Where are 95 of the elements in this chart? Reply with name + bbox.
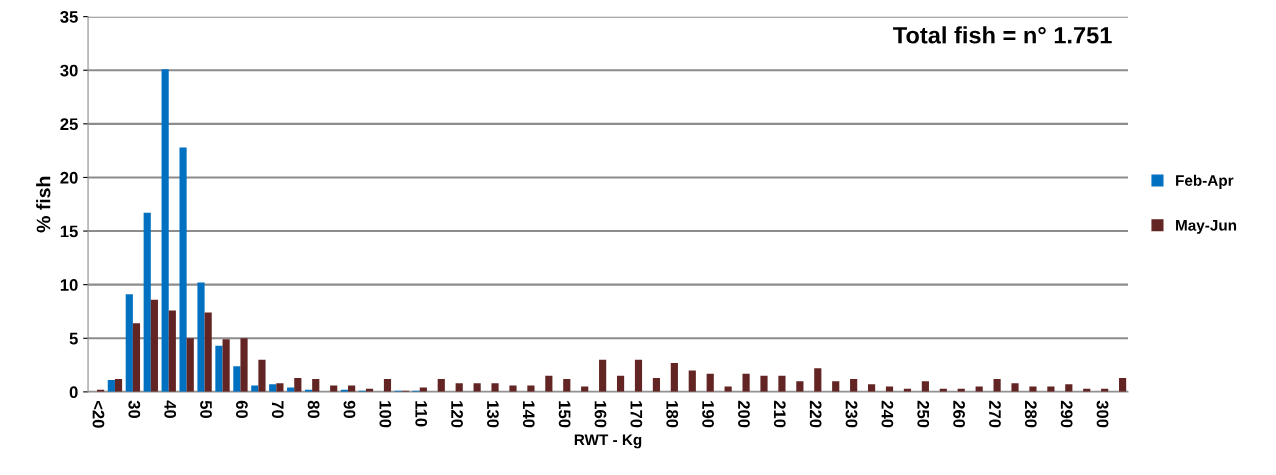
x-tick-label: 280	[1024, 400, 1037, 428]
bar	[545, 375, 553, 392]
x-tick-label: 70	[271, 400, 284, 419]
bar	[107, 380, 115, 392]
x-tick-label: 140	[522, 401, 535, 428]
bar	[222, 339, 230, 392]
bar	[850, 379, 858, 392]
bar	[1065, 384, 1073, 392]
bar	[814, 368, 822, 392]
legend-label: May-Jun	[1176, 220, 1237, 234]
x-tick-label: 180	[666, 401, 679, 428]
x-tick-label: 130	[486, 401, 499, 428]
bar	[616, 375, 625, 392]
x-tick-label: 290	[1060, 400, 1073, 428]
x-tick-label: 150	[558, 401, 571, 428]
bar	[233, 366, 241, 392]
x-axis-title: RWT - Kg	[574, 434, 642, 449]
x-tick-label: 30	[128, 400, 141, 419]
bar	[652, 377, 661, 392]
bar	[150, 299, 158, 392]
bar	[563, 379, 571, 392]
bar	[186, 338, 194, 392]
bar	[599, 359, 607, 392]
y-tick-label: 30	[60, 64, 78, 77]
bar	[125, 294, 133, 392]
bar	[832, 381, 840, 392]
bar	[330, 385, 338, 392]
bar	[276, 383, 284, 392]
x-tick-label: 120	[451, 401, 463, 428]
legend-label: Feb-Apr	[1176, 174, 1234, 189]
y-tick-label: 35	[60, 11, 78, 23]
x-tick-label: 50	[200, 400, 212, 419]
x-tick-label: 200	[738, 400, 750, 428]
x-tick-label: 40	[164, 400, 177, 419]
bar	[114, 379, 123, 392]
bar	[760, 375, 768, 392]
bar	[383, 379, 392, 392]
bar	[132, 323, 141, 392]
bar	[509, 385, 517, 392]
x-tick-label: 160	[594, 401, 607, 428]
y-tick-label: 25	[60, 118, 78, 131]
bar	[670, 362, 678, 392]
y-tick-label: 20	[60, 171, 78, 184]
x-tick-label: 60	[235, 400, 248, 419]
x-tick-label: <20	[92, 400, 105, 428]
bar	[706, 373, 714, 392]
y-axis-title: % fish	[36, 176, 51, 233]
bar	[634, 359, 643, 392]
x-tick-label: 210	[773, 400, 786, 428]
bar	[161, 69, 169, 392]
x-tick-label: 190	[702, 401, 714, 428]
x-tick-label: 230	[845, 400, 858, 428]
bar	[742, 373, 750, 392]
x-tick-label: 300	[1096, 400, 1109, 428]
bar	[455, 383, 463, 392]
bar	[491, 383, 499, 392]
x-tick-label: 250	[917, 400, 930, 428]
bar	[197, 282, 205, 392]
bar	[1011, 383, 1019, 392]
y-tick-label: 5	[69, 332, 78, 345]
bar	[796, 381, 804, 392]
bar	[1119, 377, 1127, 392]
bar	[240, 338, 248, 392]
bar	[437, 379, 445, 392]
x-tick-label: 170	[630, 401, 643, 428]
annotation: Total fish = n° 1.751	[893, 26, 1112, 44]
bar	[921, 381, 929, 392]
bar	[473, 383, 481, 392]
bar	[294, 377, 302, 392]
bar	[348, 385, 356, 392]
x-tick-label: 270	[989, 400, 1001, 428]
bar	[688, 370, 696, 392]
bar	[143, 212, 151, 392]
y-tick-label: 10	[60, 279, 78, 291]
x-tick-label: 220	[809, 400, 822, 428]
x-tick-label: 260	[953, 400, 965, 428]
bar	[527, 385, 535, 392]
bar	[251, 385, 259, 392]
x-tick-label: 240	[881, 400, 894, 428]
bar	[993, 379, 1001, 392]
bar	[868, 384, 876, 392]
x-tick-label: 80	[307, 400, 320, 419]
bar	[269, 384, 277, 392]
bar	[168, 310, 176, 392]
bar	[204, 312, 212, 392]
bar	[258, 359, 266, 392]
bar	[179, 147, 187, 392]
y-tick-label: 15	[60, 225, 78, 238]
x-tick-label: 90	[343, 400, 356, 419]
bar	[312, 379, 320, 392]
x-tick-label: 100	[379, 401, 392, 428]
bar	[778, 375, 786, 392]
x-tick-label: 110	[415, 401, 428, 427]
bar	[215, 345, 223, 392]
y-tick-label: 0	[69, 386, 78, 399]
